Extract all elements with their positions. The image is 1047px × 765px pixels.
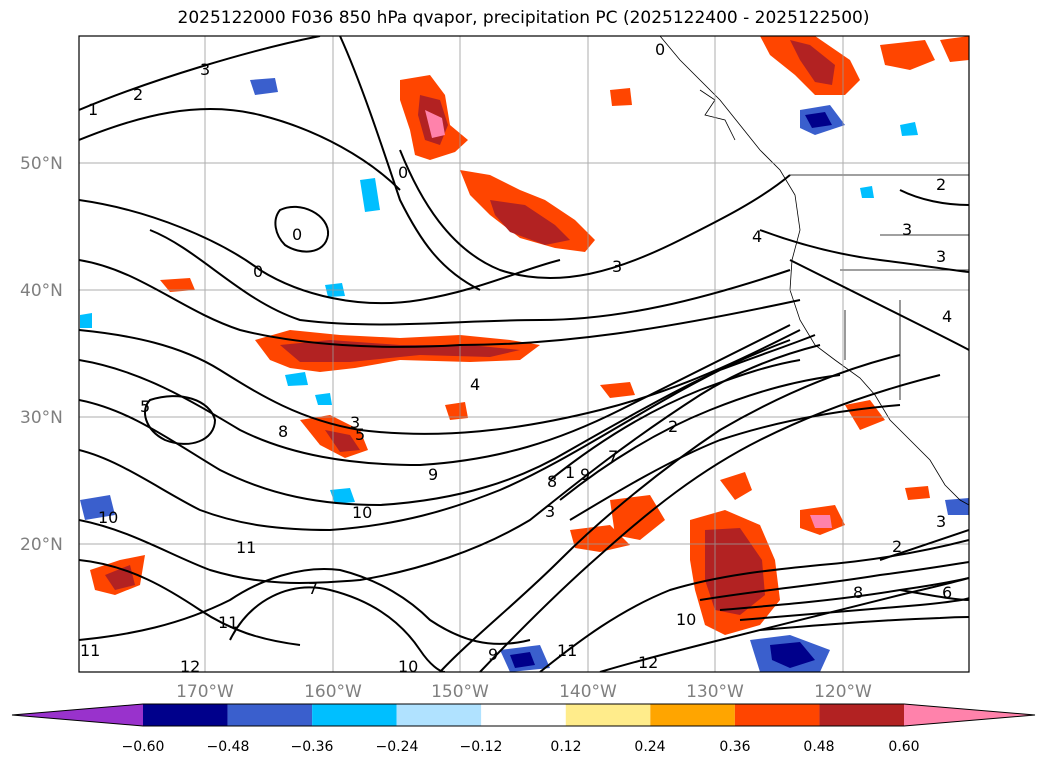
- colorbar-tick-label: −0.60: [122, 739, 165, 755]
- lon-label: 140°W: [559, 682, 617, 702]
- contour-label: 3: [545, 502, 555, 521]
- contour-label: 5: [355, 425, 365, 444]
- longitude-axis: 170°W 160°W 150°W 140°W 130°W 120°W: [176, 682, 872, 702]
- precip-fill: [80, 36, 969, 672]
- colorbar-tick-label: 0.60: [888, 739, 919, 755]
- contour-label: 4: [752, 227, 762, 246]
- lat-label: 40°N: [20, 281, 63, 301]
- colorbar-tick-label: 0.36: [719, 739, 750, 755]
- lon-label: 120°W: [814, 682, 872, 702]
- contour-label: 0: [655, 40, 665, 59]
- colorbar-tick-label: −0.12: [460, 739, 503, 755]
- lon-label: 170°W: [176, 682, 234, 702]
- lat-label: 20°N: [20, 535, 63, 555]
- contour-label: 3: [936, 512, 946, 531]
- contour-label: 3: [350, 413, 360, 432]
- contour-label: 9: [580, 465, 590, 484]
- contour-labels: 1 2 3 0 0 0 0 3 4 2 3 3 4 5 8 3 4 5 9 8 …: [80, 40, 952, 676]
- contour-label: 0: [398, 163, 408, 182]
- contour-label: 3: [200, 60, 210, 79]
- colorbar-extend-high: [904, 704, 1035, 726]
- colorbar-tick-label: 0.24: [634, 739, 665, 755]
- contour-label: 3: [612, 257, 622, 276]
- map-title: 2025122000 F036 850 hPa qvapor, precipit…: [177, 8, 870, 28]
- colorbar-tick-label: 0.48: [803, 739, 834, 755]
- contour-label: 11: [80, 641, 100, 660]
- contour-label: 0: [292, 225, 302, 244]
- contour-label: 9: [428, 465, 438, 484]
- contour-label: 4: [470, 375, 480, 394]
- contour-label: 1: [565, 463, 575, 482]
- lon-label: 130°W: [686, 682, 744, 702]
- contour-label: 12: [180, 657, 200, 676]
- contour-label: 8: [278, 422, 288, 441]
- contour-label: 2: [133, 85, 143, 104]
- contour-label: 6: [942, 583, 952, 602]
- contour-label: 11: [236, 538, 256, 557]
- colorbar-segment: [227, 704, 313, 726]
- lat-label: 50°N: [20, 154, 63, 174]
- qvapor-contours: [79, 36, 969, 672]
- contour-label: 5: [140, 397, 150, 416]
- coastline: [659, 36, 969, 506]
- colorbar-segment: [481, 704, 566, 726]
- contour-label: 9: [488, 645, 498, 664]
- contour-label: 3: [936, 247, 946, 266]
- lon-label: 150°W: [431, 682, 489, 702]
- contour-label: 10: [352, 503, 372, 522]
- colorbar-segment: [734, 704, 820, 726]
- colorbar-extend-low: [12, 704, 143, 726]
- contour-label: 10: [98, 508, 118, 527]
- colorbar-tick-label: 0.12: [550, 739, 581, 755]
- colorbar-tick-label: −0.48: [207, 739, 250, 755]
- colorbar: [11, 703, 1036, 727]
- colorbar-tick-label: −0.24: [376, 739, 419, 755]
- contour-label: 2: [668, 417, 678, 436]
- gridlines: [79, 36, 969, 672]
- lon-label: 160°W: [304, 682, 362, 702]
- latitude-axis: 50°N 40°N 30°N 20°N: [20, 154, 63, 555]
- contour-label: 4: [942, 307, 952, 326]
- contour-label: 3: [902, 220, 912, 239]
- plot-area: 1 2 3 0 0 0 0 3 4 2 3 3 4 5 8 3 4 5 9 8 …: [79, 36, 969, 676]
- colorbar-segment: [819, 704, 904, 726]
- contour-label: 0: [253, 262, 263, 281]
- contour-label: 8: [853, 583, 863, 602]
- contour-label: 11: [557, 641, 577, 660]
- colorbar-segment: [650, 704, 735, 726]
- contour-label: 10: [398, 657, 418, 676]
- contour-label: 12: [638, 653, 658, 672]
- contour-label: 11: [218, 613, 238, 632]
- colorbar-tick-label: −0.36: [291, 739, 334, 755]
- contour-label: 8: [547, 472, 557, 491]
- colorbar-segment: [143, 704, 228, 726]
- colorbar-segment: [312, 704, 397, 726]
- contour-label: 1: [88, 100, 98, 119]
- contour-label: 7: [608, 447, 618, 466]
- contour-label: 2: [936, 175, 946, 194]
- colorbar-segment: [565, 704, 651, 726]
- contour-label: 10: [676, 610, 696, 629]
- contour-label: 2: [892, 537, 902, 556]
- colorbar-segment: [396, 704, 482, 726]
- colorbar-ticks: −0.60 −0.48 −0.36 −0.24 −0.12 0.12 0.24 …: [122, 739, 920, 755]
- lat-label: 30°N: [20, 408, 63, 428]
- colorbar-outline: [11, 703, 1036, 727]
- contour-label: 7: [308, 579, 318, 598]
- plot-frame: [78, 35, 970, 673]
